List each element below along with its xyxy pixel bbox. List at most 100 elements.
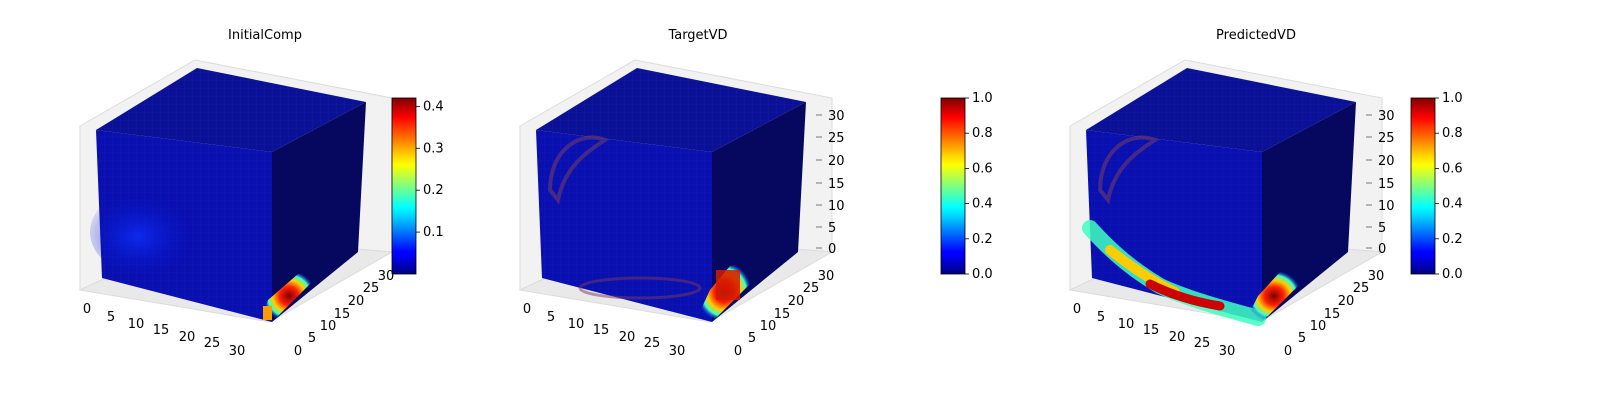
z-tick-label: 0 <box>828 242 836 257</box>
x-tick-label: 20 <box>179 330 196 345</box>
colorbar-gradient <box>1410 97 1436 275</box>
x-tick-label: 15 <box>153 323 170 338</box>
z-tick-label: 5 <box>828 221 836 236</box>
colorbar-tick-label: 0.2 <box>972 232 993 247</box>
chart-title: TargetVD <box>667 28 727 43</box>
colorbar-tick-label: 1.0 <box>1442 91 1463 106</box>
density-arc <box>547 135 610 205</box>
x-tick-label: 20 <box>619 330 636 345</box>
colorbar-tick-label: 0.3 <box>423 141 444 156</box>
density-arc <box>1097 135 1160 205</box>
colorbar: 0.1 0.2 0.3 0.4 <box>391 97 444 275</box>
x-tick-label: 25 <box>204 336 221 351</box>
chart-title: InitialComp <box>228 28 302 43</box>
y-tick-label: 25 <box>1353 281 1370 296</box>
colorbar-tick-label: 0.4 <box>972 197 993 212</box>
z-tick-label: 30 <box>1378 109 1395 124</box>
y-tick-label: 25 <box>803 281 820 296</box>
colorbar-tick-label: 0.2 <box>1442 232 1463 247</box>
y-tick-label: 30 <box>818 269 835 284</box>
x-tick-label: 15 <box>1143 323 1160 338</box>
voxel-grid-front <box>536 130 712 322</box>
y-tick-label: 20 <box>788 294 805 309</box>
x-tick-label: 25 <box>644 336 661 351</box>
y-tick-label: 15 <box>1324 307 1341 322</box>
colorbar-tick-label: 0.0 <box>1442 267 1463 282</box>
y-tick-label: 0 <box>1284 344 1292 359</box>
y-tick-label: 0 <box>294 344 302 359</box>
colorbar-tick-label: 0.1 <box>423 225 444 240</box>
z-tick-label: 20 <box>1378 154 1395 169</box>
z-tick-label: 15 <box>1378 177 1395 192</box>
z-tick-label: 10 <box>1378 199 1395 214</box>
y-tick-label: 20 <box>1338 294 1355 309</box>
z-tick-label: 15 <box>828 177 845 192</box>
cube-side-face <box>1262 102 1356 322</box>
z-tick-label: 0 <box>1378 242 1386 257</box>
x-tick-label: 5 <box>107 310 115 325</box>
x-tick-label: 20 <box>1169 330 1186 345</box>
hotspot-corner <box>262 270 316 322</box>
z-tick-label: 30 <box>828 109 845 124</box>
y-tick-label: 15 <box>774 307 791 322</box>
hotspot-voxel <box>263 306 272 320</box>
voxel-grid-top <box>1086 68 1356 152</box>
y-tick-label: 30 <box>1368 269 1385 284</box>
hotspot-voxels <box>716 270 740 300</box>
z-tick-label: 25 <box>1378 131 1395 146</box>
x-tick-label: 0 <box>523 302 531 317</box>
density-region <box>90 187 210 277</box>
y-tick-label: 30 <box>378 269 395 284</box>
x-tick-label: 30 <box>229 344 246 359</box>
x-tick-label: 5 <box>547 310 555 325</box>
colorbar-tick-label: 1.0 <box>972 91 993 106</box>
y-tick-label: 5 <box>308 331 316 346</box>
colorbar-tick-label: 0.4 <box>423 99 444 114</box>
colorbar: 0.0 0.2 0.4 0.6 0.8 1.0 <box>1410 91 1463 282</box>
colorbar-gradient <box>391 97 417 275</box>
y-tick-label: 10 <box>320 319 337 334</box>
colorbar: 0.0 0.2 0.4 0.6 0.8 1.0 <box>940 91 993 282</box>
y-tick-label: 15 <box>334 307 351 322</box>
voxel-grid-top <box>536 68 806 152</box>
y-tick-label: 25 <box>363 281 380 296</box>
density-ring <box>578 276 702 300</box>
x-tick-label: 0 <box>1073 302 1081 317</box>
y-tick-label: 10 <box>760 319 777 334</box>
colorbar-tick-label: 0.6 <box>972 161 993 176</box>
density-band-peak <box>1145 279 1225 311</box>
hotspot-corner <box>1246 270 1302 322</box>
z-tick-label: 25 <box>828 131 845 146</box>
colorbar-tick-label: 0.6 <box>1442 161 1463 176</box>
x-tick-label: 10 <box>568 317 585 332</box>
x-tick-label: 5 <box>1097 310 1105 325</box>
z-tick-label: 5 <box>1378 221 1386 236</box>
y-tick-label: 20 <box>348 294 365 309</box>
cube-side-face <box>272 102 366 322</box>
x-tick-label: 0 <box>83 302 91 317</box>
z-tick-label: 10 <box>828 199 845 214</box>
colorbar-tick-label: 0.4 <box>1442 197 1463 212</box>
y-tick-label: 5 <box>748 331 756 346</box>
x-tick-label: 10 <box>1118 317 1135 332</box>
colorbar-gradient <box>940 97 966 275</box>
z-tick-label: 20 <box>828 154 845 169</box>
voxel-grid-top <box>96 68 366 152</box>
x-tick-label: 15 <box>593 323 610 338</box>
x-tick-label: 30 <box>669 344 686 359</box>
colorbar-tick-label: 0.0 <box>972 267 993 282</box>
y-tick-label: 5 <box>1298 331 1306 346</box>
chart-title: PredictedVD <box>1216 28 1296 43</box>
x-tick-label: 25 <box>1194 336 1211 351</box>
y-tick-label: 0 <box>734 344 742 359</box>
colorbar-tick-label: 0.8 <box>972 126 993 141</box>
colorbar-tick-label: 0.2 <box>423 183 444 198</box>
x-tick-label: 10 <box>128 317 145 332</box>
x-tick-label: 30 <box>1219 344 1236 359</box>
y-tick-label: 10 <box>1310 319 1327 334</box>
colorbar-tick-label: 0.8 <box>1442 126 1463 141</box>
